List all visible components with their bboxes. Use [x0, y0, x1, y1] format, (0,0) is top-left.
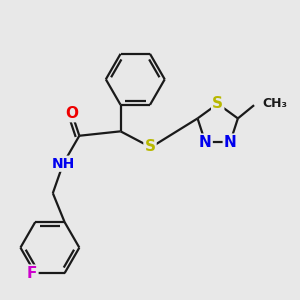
- Text: N: N: [224, 135, 237, 150]
- Text: S: S: [212, 96, 223, 111]
- Text: F: F: [27, 266, 38, 280]
- Text: O: O: [65, 106, 79, 121]
- Text: N: N: [199, 135, 211, 150]
- Text: NH: NH: [52, 157, 75, 171]
- Text: S: S: [145, 139, 155, 154]
- Text: CH₃: CH₃: [262, 97, 287, 110]
